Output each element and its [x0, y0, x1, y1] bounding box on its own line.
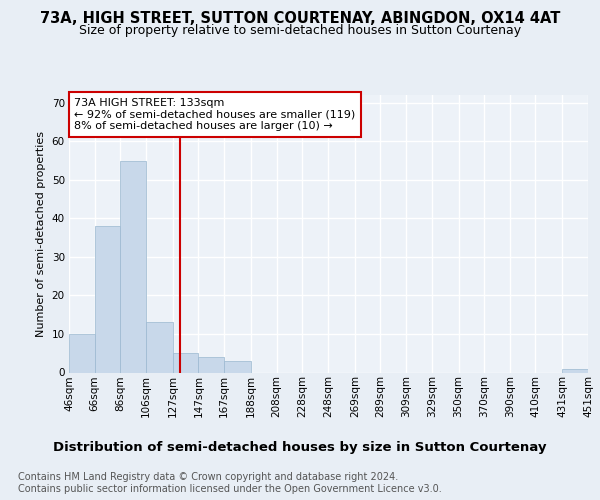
Text: Size of property relative to semi-detached houses in Sutton Courtenay: Size of property relative to semi-detach…: [79, 24, 521, 37]
Bar: [69, 334, 95, 372]
Bar: [173, 353, 199, 372]
Bar: [120, 160, 146, 372]
Bar: [95, 226, 120, 372]
Text: 73A, HIGH STREET, SUTTON COURTENAY, ABINGDON, OX14 4AT: 73A, HIGH STREET, SUTTON COURTENAY, ABIN…: [40, 11, 560, 26]
Text: Contains HM Land Registry data © Crown copyright and database right 2024.
Contai: Contains HM Land Registry data © Crown c…: [18, 472, 442, 494]
Bar: [199, 357, 224, 372]
Bar: [562, 368, 588, 372]
Text: Distribution of semi-detached houses by size in Sutton Courtenay: Distribution of semi-detached houses by …: [53, 441, 547, 454]
Bar: [224, 361, 251, 372]
Y-axis label: Number of semi-detached properties: Number of semi-detached properties: [36, 130, 46, 337]
Bar: [146, 322, 173, 372]
Text: 73A HIGH STREET: 133sqm
← 92% of semi-detached houses are smaller (119)
8% of se: 73A HIGH STREET: 133sqm ← 92% of semi-de…: [74, 98, 355, 131]
